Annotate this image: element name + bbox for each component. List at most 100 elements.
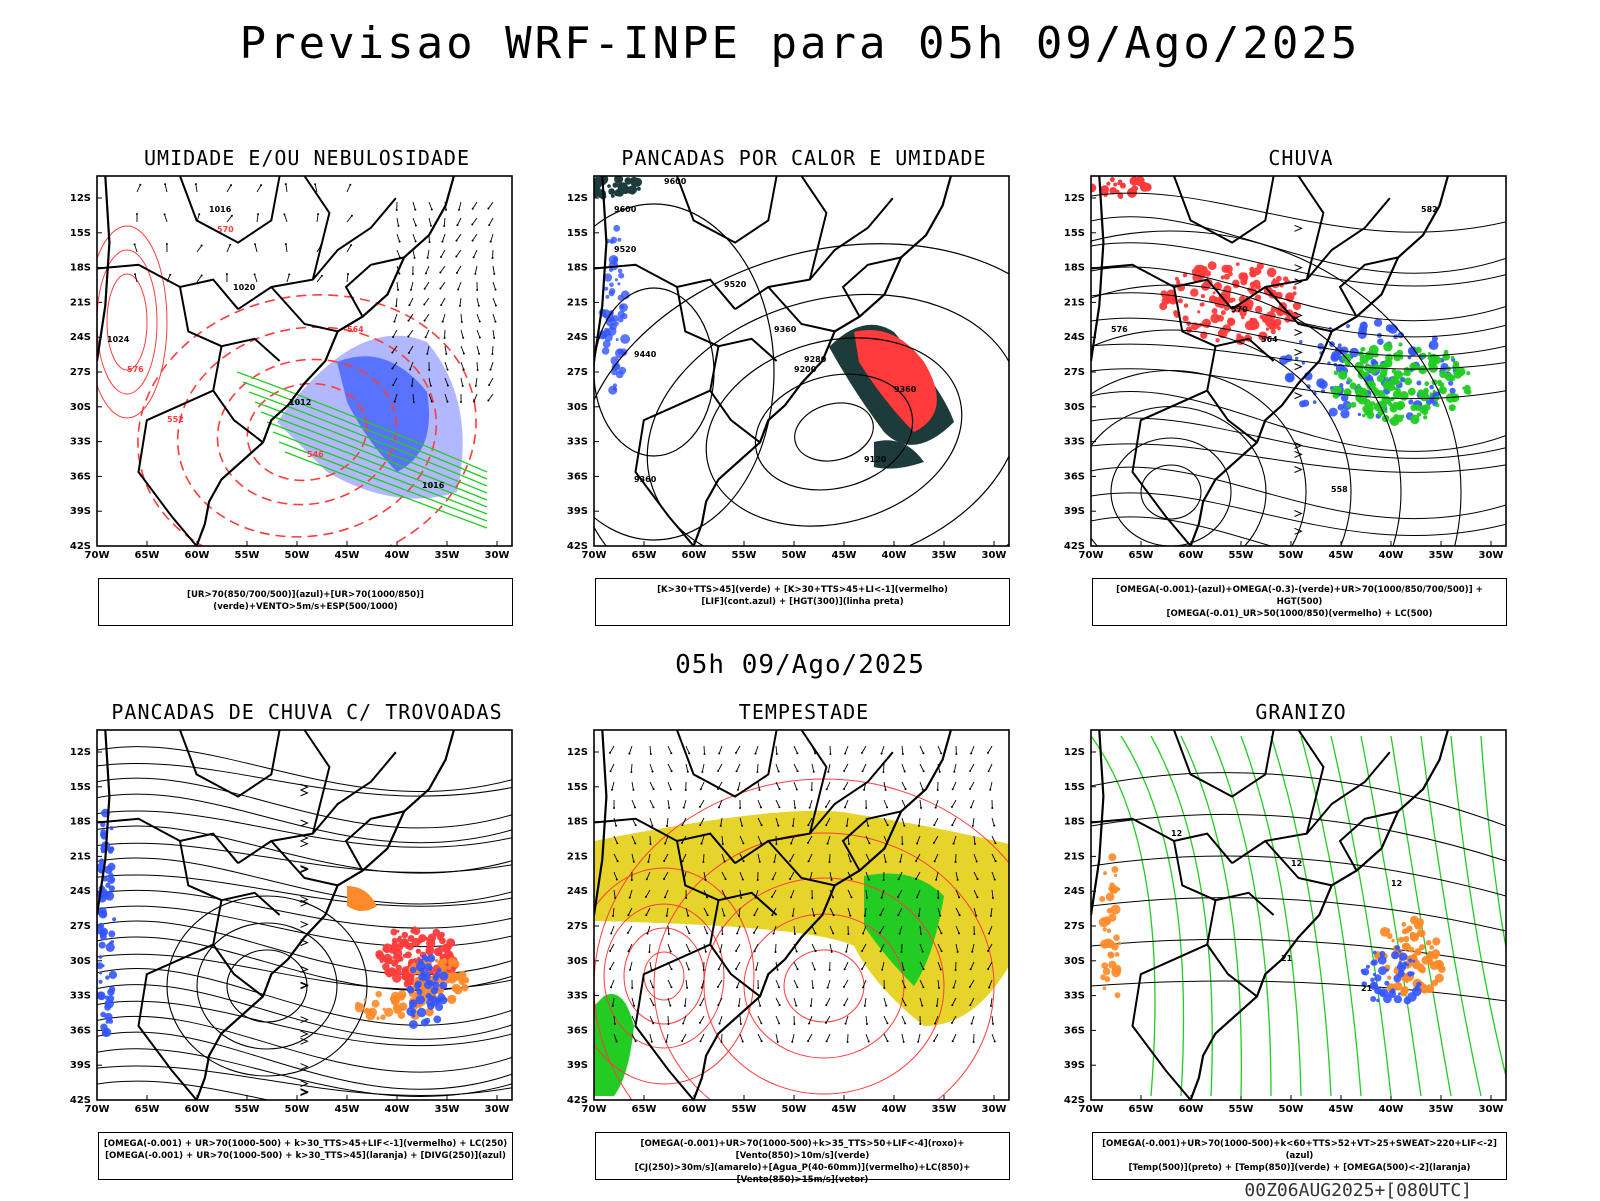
lon-tick-label: 55W <box>235 1104 260 1115</box>
lat-tick-label: 33S <box>1064 437 1085 448</box>
contour-label: 558 <box>1331 485 1348 494</box>
lat-tick-label: 36S <box>1064 1025 1085 1036</box>
lat-tick-label: 27S <box>70 367 91 378</box>
legend-line: [CJ(250)>30m/s](amarelo)+[Agua_P(40-60mm… <box>596 1162 1009 1186</box>
lon-tick-label: 30W <box>1479 1104 1504 1115</box>
lon-tick-label: 30W <box>485 550 510 561</box>
lat-tick-label: 12S <box>70 747 91 758</box>
lon-tick-label: 35W <box>932 1104 957 1115</box>
lon-tick-label: 50W <box>782 550 807 561</box>
lat-tick-label: 24S <box>567 332 588 343</box>
lon-tick-label: 70W <box>1079 550 1104 561</box>
contour-label: 576 <box>127 365 144 374</box>
lon-tick-label: 35W <box>435 1104 460 1115</box>
lat-tick-label: 12S <box>567 193 588 204</box>
lat-tick-label: 21S <box>1064 851 1085 862</box>
lon-tick-label: 55W <box>235 550 260 561</box>
contour-label: 12 <box>1171 829 1182 838</box>
lat-tick-label: 36S <box>70 1025 91 1036</box>
lat-tick-label: 21S <box>1064 297 1085 308</box>
lon-tick-label: 30W <box>982 1104 1007 1115</box>
lat-tick-label: 21S <box>70 851 91 862</box>
run-info: 00Z06AUG2025+[080UTC] <box>1244 1180 1472 1201</box>
lat-tick-label: 30S <box>1064 402 1085 413</box>
legend-line: [OMEGA(-0.001)+UR>70(1000-500)+k<60+TTS>… <box>1093 1138 1506 1162</box>
lon-tick-label: 35W <box>932 550 957 561</box>
contour-label: 9360 <box>894 385 917 394</box>
lon-tick-label: 65W <box>632 550 657 561</box>
lat-tick-label: 30S <box>1064 956 1085 967</box>
contour-label: 12 <box>1291 859 1302 868</box>
lon-tick-label: 65W <box>1129 550 1154 561</box>
lon-tick-label: 45W <box>335 550 360 561</box>
legend-umidade: [UR>70(850/700/500)](azul)+[UR>70(1000/8… <box>98 578 513 626</box>
lon-tick-label: 40W <box>882 1104 907 1115</box>
lon-tick-label: 60W <box>682 550 707 561</box>
contour-label: 1016 <box>422 481 445 490</box>
panel-title: UMIDADE E/OU NEBULOSIDADE <box>97 146 517 170</box>
legend-line: [OMEGA(-0.001) + UR>70(1000-500) + k>30_… <box>99 1150 512 1162</box>
contour-label: 9600 <box>664 177 687 186</box>
lat-tick-label: 18S <box>70 263 91 274</box>
contour-label: 546 <box>307 450 324 459</box>
lon-tick-label: 30W <box>485 1104 510 1115</box>
legend-line: [OMEGA(-0.01)_UR>50(1000/850)(vermelho) … <box>1093 608 1506 620</box>
lon-tick-label: 70W <box>85 550 110 561</box>
lat-tick-label: 21S <box>70 297 91 308</box>
lon-tick-label: 55W <box>1229 1104 1254 1115</box>
lat-tick-label: 36S <box>1064 471 1085 482</box>
lon-tick-label: 60W <box>682 1104 707 1115</box>
lat-tick-label: 24S <box>1064 332 1085 343</box>
lat-tick-label: 24S <box>1064 886 1085 897</box>
lat-tick-label: 27S <box>567 367 588 378</box>
lat-tick-label: 12S <box>567 747 588 758</box>
legend-line: [Temp(500)](preto) + [Temp(850)](verde) … <box>1093 1162 1506 1174</box>
contour-label: 1024 <box>107 335 130 344</box>
contour-label: 1016 <box>209 205 232 214</box>
lon-tick-label: 40W <box>385 1104 410 1115</box>
lat-tick-label: 18S <box>1064 817 1085 828</box>
legend-line: [LIF](cont.azul) + [HGT(300)](linha pret… <box>596 596 1009 608</box>
contour-label: 576 <box>1111 325 1128 334</box>
lon-tick-label: 50W <box>285 1104 310 1115</box>
panel-title: PANCADAS DE CHUVA C/ TROVOADAS <box>97 700 517 724</box>
lat-tick-label: 36S <box>70 471 91 482</box>
lat-tick-label: 33S <box>70 991 91 1002</box>
lat-tick-label: 15S <box>70 782 91 793</box>
lon-tick-label: 30W <box>982 550 1007 561</box>
lon-tick-label: 55W <box>732 550 757 561</box>
lon-tick-label: 65W <box>1129 1104 1154 1115</box>
lon-tick-label: 60W <box>1179 550 1204 561</box>
legend-pancadas-calor: [K>30+TTS>45](verde) + [K>30+TTS>45+LI<-… <box>595 578 1010 626</box>
contour-label: 1020 <box>233 283 256 292</box>
lat-tick-label: 21S <box>567 297 588 308</box>
legend-granizo: [OMEGA(-0.001)+UR>70(1000-500)+k<60+TTS>… <box>1092 1132 1507 1180</box>
lon-tick-label: 45W <box>1329 1104 1354 1115</box>
lon-tick-label: 35W <box>1429 550 1454 561</box>
lon-tick-label: 65W <box>632 1104 657 1115</box>
panel-title: CHUVA <box>1091 146 1511 170</box>
lat-tick-label: 21S <box>567 851 588 862</box>
lon-tick-label: 45W <box>832 550 857 561</box>
map-frame <box>594 176 1009 546</box>
lat-tick-label: 27S <box>567 921 588 932</box>
lat-tick-label: 15S <box>567 228 588 239</box>
lon-tick-label: 65W <box>135 550 160 561</box>
lat-tick-label: 15S <box>567 782 588 793</box>
lat-tick-label: 27S <box>1064 921 1085 932</box>
lat-tick-label: 30S <box>70 402 91 413</box>
lon-tick-label: 60W <box>1179 1104 1204 1115</box>
lat-tick-label: 15S <box>1064 228 1085 239</box>
lat-tick-label: 27S <box>70 921 91 932</box>
lat-tick-label: 39S <box>70 506 91 517</box>
lon-tick-label: 40W <box>1379 1104 1404 1115</box>
lat-tick-label: 27S <box>1064 367 1085 378</box>
lat-tick-label: 30S <box>70 956 91 967</box>
